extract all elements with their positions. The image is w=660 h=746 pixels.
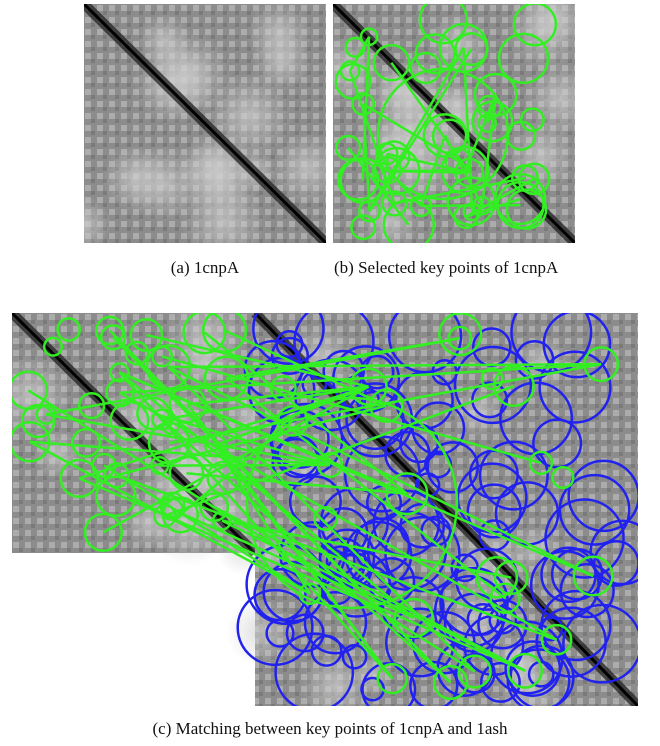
key-point-link: [421, 205, 521, 206]
caption: (c) Matching between key points of 1cnpA…: [0, 717, 660, 741]
caption: (b) Selected key points of 1cnpA: [334, 256, 574, 280]
key-point-link: [396, 171, 469, 173]
figure: (a) 1cnpA (b) Selected key points of 1cn…: [0, 0, 660, 746]
texture-blob: [177, 136, 261, 220]
matrix-image-a: [84, 4, 326, 243]
caption: (a) 1cnpA: [84, 256, 326, 280]
matrix-image-b: [333, 4, 575, 243]
matching-image-c: [12, 313, 638, 706]
match-line: [160, 465, 330, 466]
